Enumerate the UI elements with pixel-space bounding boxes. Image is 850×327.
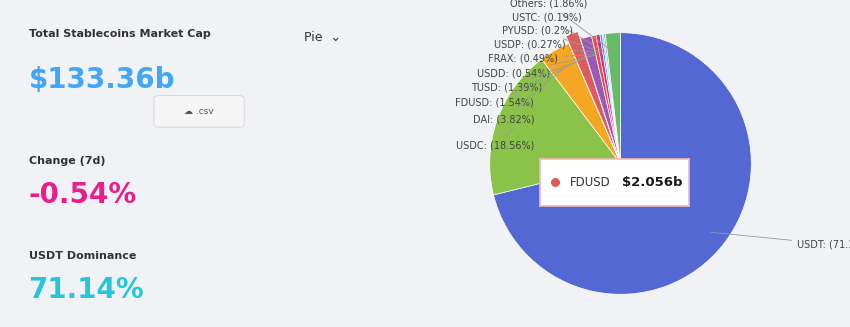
Text: FDUSD: (1.54%): FDUSD: (1.54%): [456, 60, 579, 107]
Wedge shape: [541, 43, 620, 164]
Text: USTC: (0.19%): USTC: (0.19%): [512, 12, 604, 52]
Wedge shape: [605, 33, 620, 164]
Text: DAI: (3.82%): DAI: (3.82%): [473, 69, 563, 124]
Text: PYUSD: (0.2%): PYUSD: (0.2%): [502, 25, 603, 52]
Text: $2.056b: $2.056b: [621, 176, 682, 189]
Text: FDUSD: FDUSD: [570, 176, 610, 189]
Text: USDD: (0.54%): USDD: (0.54%): [477, 55, 595, 78]
Wedge shape: [604, 34, 620, 164]
Text: Others: (1.86%): Others: (1.86%): [510, 0, 612, 51]
FancyBboxPatch shape: [154, 96, 244, 127]
Text: USDP: (0.27%): USDP: (0.27%): [494, 40, 601, 53]
Wedge shape: [581, 36, 620, 164]
Text: Pie  ⌄: Pie ⌄: [304, 31, 342, 44]
Text: USDT: (71.14%): USDT: (71.14%): [711, 232, 850, 250]
Text: TUSD: (1.39%): TUSD: (1.39%): [471, 57, 588, 93]
Text: 71.14%: 71.14%: [29, 276, 144, 304]
Wedge shape: [490, 59, 620, 195]
Text: -0.54%: -0.54%: [29, 181, 137, 209]
Text: Change (7d): Change (7d): [29, 156, 105, 166]
Wedge shape: [494, 33, 751, 294]
Wedge shape: [600, 34, 620, 164]
Text: $133.36b: $133.36b: [29, 66, 175, 94]
Text: ☁ .csv: ☁ .csv: [184, 107, 214, 116]
Text: USDC: (18.56%): USDC: (18.56%): [456, 128, 534, 150]
Wedge shape: [592, 35, 620, 164]
Wedge shape: [566, 32, 618, 156]
Wedge shape: [596, 34, 620, 164]
Text: Total Stablecoins Market Cap: Total Stablecoins Market Cap: [29, 29, 210, 39]
Text: FRAX: (0.49%): FRAX: (0.49%): [488, 54, 598, 64]
Wedge shape: [602, 34, 620, 164]
Text: USDT Dominance: USDT Dominance: [29, 251, 136, 261]
